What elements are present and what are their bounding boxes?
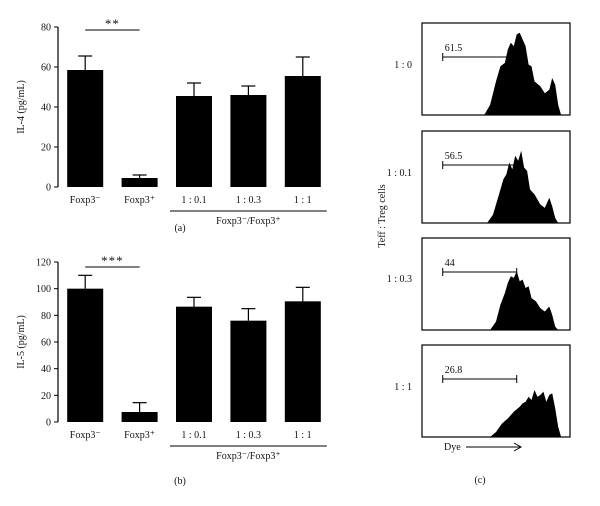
panel-c-dye-histograms: 61.5 1 : 0 56.5 1 : 0.1 44 1 : 0.3 26.8 1 : 1 Te… (377, 22, 571, 486)
x-category-label: Foxp3⁻ (70, 195, 101, 206)
x-category-label: 1 : 1 (294, 195, 312, 206)
histogram-distribution (484, 32, 562, 116)
y-tick-label: 60 (41, 338, 51, 349)
ratio-label: 1 : 0.3 (387, 274, 412, 285)
panel-label: (a) (174, 223, 185, 234)
y-axis-title: IL-5 (pg/mL) (16, 315, 27, 369)
x-category-label: Foxp3⁻ (70, 430, 101, 441)
y-tick-label: 80 (41, 311, 51, 322)
y-axis-title: IL-4 (pg/mL) (16, 80, 27, 134)
histogram-distribution (490, 271, 559, 330)
gate-percentage: 26.8 (445, 365, 463, 376)
x-category-label: Foxp3⁺ (124, 195, 155, 206)
gate-percentage: 56.5 (445, 151, 463, 162)
group-label: Foxp3⁻/Foxp3⁺ (216, 216, 280, 227)
bar (67, 70, 104, 187)
ratio-label: 1 : 1 (394, 382, 412, 393)
histogram-distribution (490, 390, 562, 437)
y-tick-label: 120 (36, 258, 51, 269)
y-tick-label: 80 (41, 23, 51, 34)
panel-b-il5-chart: 0 20 40 60 80 100 120 IL-5 (pg/mL) Foxp3⁻ Foxp3⁺ 1… (16, 253, 327, 487)
y-tick-label: 40 (41, 364, 51, 375)
gate-percentage: 44 (445, 258, 455, 269)
x-category-label: 1 : 0.1 (181, 195, 206, 206)
bar (284, 301, 321, 422)
gate-percentage: 61.5 (445, 43, 463, 54)
ratio-label: 1 : 0 (394, 60, 412, 71)
bar (176, 306, 212, 422)
panel-label: (c) (474, 475, 485, 486)
bar (176, 96, 212, 187)
x-category-label: 1 : 0.3 (236, 195, 261, 206)
y-tick-label: 0 (46, 183, 51, 194)
bar (67, 288, 104, 422)
x-category-label: Foxp3⁺ (124, 430, 155, 441)
significance-marker: *** (101, 253, 124, 268)
ratio-label: 1 : 0.1 (387, 168, 412, 179)
y-tick-label: 60 (41, 63, 51, 74)
x-category-label: 1 : 0.1 (181, 430, 206, 441)
bar (121, 178, 158, 187)
y-tick-label: 100 (36, 284, 51, 295)
x-category-label: 1 : 1 (294, 430, 312, 441)
bar (230, 320, 267, 422)
x-category-label: 1 : 0.3 (236, 430, 261, 441)
y-tick-label: 20 (41, 143, 51, 154)
significance-marker: ** (105, 16, 120, 31)
y-tick-label: 40 (41, 103, 51, 114)
row-axis-title: Teff : Treg cells (377, 184, 388, 247)
group-label: Foxp3⁻/Foxp3⁺ (216, 451, 280, 462)
panel-label: (b) (174, 476, 186, 487)
x-axis-title: Dye (444, 442, 461, 453)
panel-a-il4-chart: 0 20 40 60 80 IL-4 (pg/mL) Foxp3⁻ Foxp3⁺ 1 : 0.1… (16, 16, 327, 234)
y-tick-label: 20 (41, 391, 51, 402)
bar (230, 95, 267, 187)
bar (284, 76, 321, 187)
y-tick-label: 0 (46, 418, 51, 429)
histogram-distribution (487, 150, 559, 223)
x-axis-arrow-head (513, 442, 523, 452)
bar (121, 412, 158, 422)
